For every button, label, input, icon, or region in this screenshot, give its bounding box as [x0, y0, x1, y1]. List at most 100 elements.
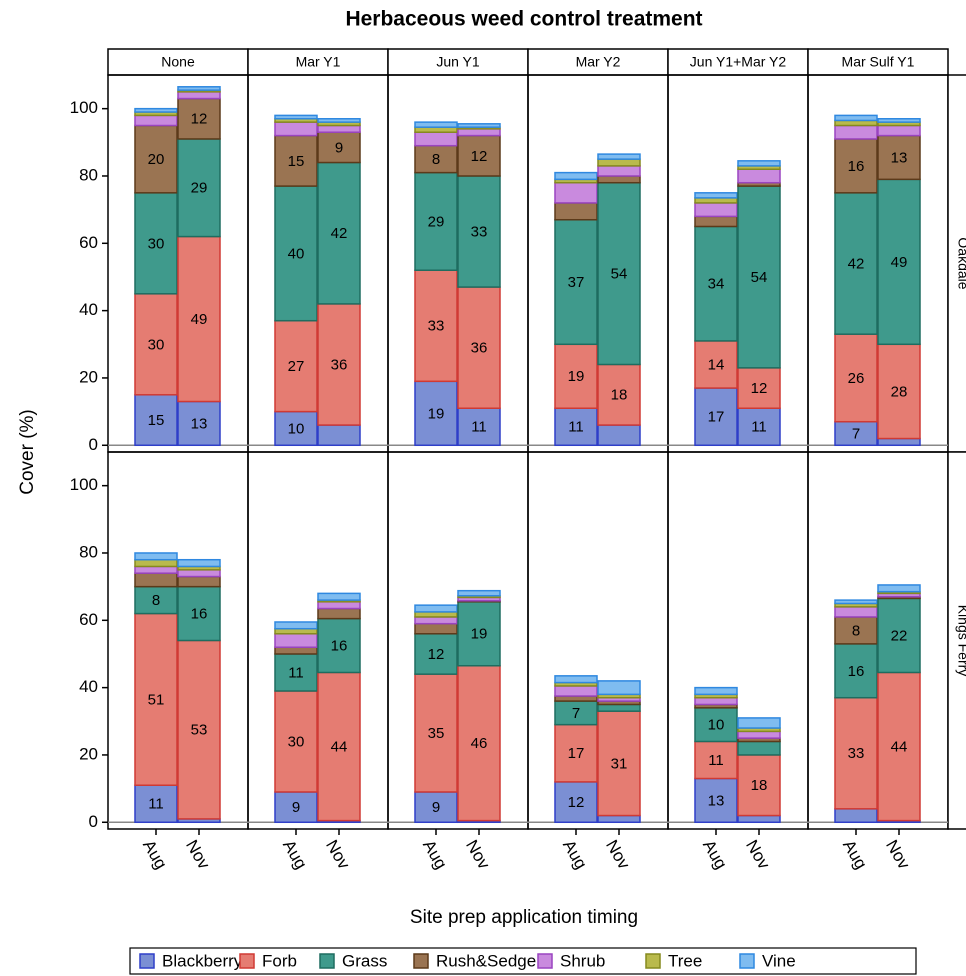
bar-segment — [177, 97, 221, 140]
bar-segment — [274, 653, 318, 692]
bar-segment — [134, 572, 178, 588]
data-label: 46 — [471, 735, 488, 752]
bar-segment — [457, 134, 501, 177]
bar-segment — [414, 622, 458, 635]
y-tick-label: 100 — [70, 98, 98, 117]
bar-segment — [134, 107, 178, 113]
bar-segment — [737, 367, 781, 409]
bar-segment — [737, 185, 781, 369]
data-label: 12 — [568, 794, 585, 811]
data-label: 22 — [891, 627, 908, 644]
bar-segment — [414, 611, 458, 618]
bar-segment — [834, 599, 878, 605]
bar-segment — [134, 394, 178, 447]
legend-swatch — [413, 953, 429, 969]
legend-label: Forb — [262, 951, 297, 970]
bar-segment — [834, 192, 878, 335]
bar-segment — [737, 814, 781, 824]
data-label: 9 — [292, 799, 300, 816]
data-label: 30 — [148, 336, 165, 353]
data-label: 11 — [751, 419, 767, 436]
legend-swatch — [139, 953, 155, 969]
bar-segment — [274, 621, 318, 630]
data-label: 30 — [148, 235, 165, 252]
data-label: 54 — [611, 266, 628, 283]
x-tick-label: Aug — [699, 837, 731, 873]
data-label: 11 — [471, 419, 487, 436]
bar-segment — [177, 575, 221, 588]
bar-segment — [134, 612, 178, 786]
data-label: 19 — [471, 626, 488, 643]
data-label: 36 — [471, 340, 488, 357]
bar-segment — [414, 673, 458, 793]
y-tick-label: 20 — [79, 744, 98, 763]
bar-segment — [134, 192, 178, 295]
bar-segment — [554, 695, 598, 702]
data-label: 29 — [191, 180, 208, 197]
bar-segment — [597, 165, 641, 177]
legend-swatch — [239, 953, 255, 969]
legend-swatch — [319, 953, 335, 969]
bar-segment — [694, 696, 738, 706]
bar-segment — [877, 343, 921, 440]
bar-segment — [317, 607, 361, 620]
bar-segment — [317, 118, 361, 123]
legend-label: Grass — [342, 951, 387, 970]
data-label: 33 — [428, 318, 445, 335]
bar-segment — [274, 633, 318, 648]
y-tick-label: 60 — [79, 233, 98, 252]
bar-segment — [177, 86, 221, 91]
bar-segment — [274, 114, 318, 120]
bar-segment — [834, 333, 878, 423]
legend-label: Blackberry — [162, 951, 243, 970]
bar-segment — [877, 118, 921, 123]
legend-swatch — [739, 953, 755, 969]
bar-segment — [597, 181, 641, 366]
data-label: 16 — [848, 663, 865, 680]
bar-segment — [274, 410, 318, 447]
y-tick-label: 0 — [89, 435, 98, 454]
bar-segment — [414, 121, 458, 128]
bar-segment — [177, 91, 221, 100]
y-tick-label: 100 — [70, 475, 98, 494]
bar-segment — [414, 380, 458, 447]
bar-segment — [457, 128, 501, 137]
legend-label: Vine — [762, 951, 796, 970]
bar-segment — [877, 124, 921, 137]
column-label: None — [161, 54, 195, 70]
data-label: 19 — [568, 368, 585, 385]
data-label: 13 — [708, 792, 725, 809]
bar-segment — [274, 185, 318, 322]
bar-segment — [457, 407, 501, 447]
bar-segment — [737, 717, 781, 729]
data-label: 20 — [148, 151, 165, 168]
strip — [107, 48, 249, 76]
x-tick-label: Nov — [182, 837, 214, 873]
bar-segment — [177, 585, 221, 642]
bar-segment — [177, 558, 221, 568]
data-label: 16 — [331, 638, 348, 655]
x-tick-label: Aug — [839, 837, 871, 873]
data-label: 51 — [148, 691, 165, 708]
bar-segment — [694, 387, 738, 447]
bar-segment — [134, 124, 178, 194]
bar-segment — [134, 565, 178, 574]
strip — [807, 48, 949, 76]
data-label: 10 — [288, 420, 305, 437]
bar-segment — [737, 740, 781, 756]
bar-segment — [274, 690, 318, 793]
legend-frame — [129, 947, 917, 975]
data-label: 29 — [428, 213, 445, 230]
data-label: 9 — [432, 799, 440, 816]
data-label: 17 — [708, 409, 725, 426]
legend-swatch — [537, 953, 553, 969]
x-tick-label: Aug — [419, 837, 451, 873]
data-label: 7 — [572, 705, 580, 722]
y-tick-label: 40 — [79, 300, 98, 319]
bar-segment — [554, 685, 598, 697]
y-axis-title: Cover (%) — [17, 409, 38, 495]
bar-segment — [457, 664, 501, 822]
bar-segment — [317, 124, 361, 133]
data-label: 11 — [148, 796, 164, 813]
bar-segment — [834, 643, 878, 699]
